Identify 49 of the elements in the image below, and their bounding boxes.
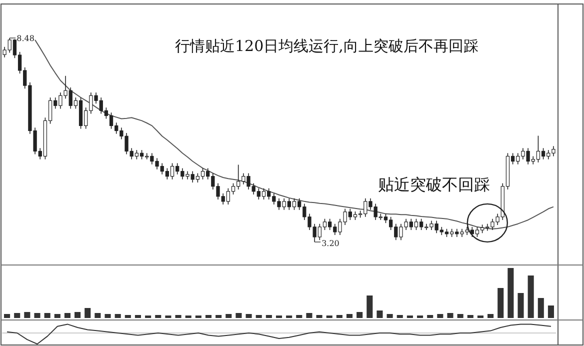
bar xyxy=(467,315,474,318)
bar xyxy=(104,314,111,318)
bar xyxy=(175,315,182,318)
bar xyxy=(518,293,524,318)
bar xyxy=(226,314,232,318)
bar xyxy=(508,268,514,318)
bar xyxy=(94,313,101,318)
bar xyxy=(396,315,403,318)
bar xyxy=(346,314,353,318)
bar xyxy=(306,313,312,318)
bar xyxy=(124,315,131,318)
annotation: 8.48 xyxy=(16,34,34,43)
bar xyxy=(74,312,81,318)
bar xyxy=(114,314,121,318)
bar xyxy=(336,315,342,318)
bar xyxy=(64,313,70,318)
bar xyxy=(216,315,222,318)
bar xyxy=(34,313,40,318)
bar xyxy=(457,314,464,318)
bar xyxy=(427,315,434,318)
annotation: 3.20 xyxy=(322,239,340,248)
bar xyxy=(236,313,242,318)
bar xyxy=(266,315,272,318)
bar xyxy=(54,314,60,318)
bar xyxy=(386,314,393,318)
bar xyxy=(528,276,534,318)
bar xyxy=(488,314,494,318)
bar xyxy=(447,313,454,318)
annotation: 贴近突破不回踩 xyxy=(378,175,490,194)
bar xyxy=(44,313,50,318)
bar xyxy=(356,312,363,318)
bar xyxy=(376,310,383,318)
bar xyxy=(296,315,302,318)
bar xyxy=(256,315,262,318)
bar xyxy=(246,314,252,318)
chart-title: 行情贴近120日均线运行,向上突破后不再回踩 xyxy=(175,37,478,55)
bar xyxy=(24,312,30,318)
bar xyxy=(205,315,212,318)
bar xyxy=(366,296,373,318)
bar xyxy=(134,315,142,318)
bar xyxy=(4,314,10,318)
bar xyxy=(538,298,544,318)
bar xyxy=(316,315,322,318)
bar xyxy=(548,306,554,318)
bar xyxy=(155,315,162,318)
bar xyxy=(84,308,91,318)
bar xyxy=(437,314,444,318)
bar xyxy=(14,313,20,318)
bar xyxy=(498,288,504,318)
